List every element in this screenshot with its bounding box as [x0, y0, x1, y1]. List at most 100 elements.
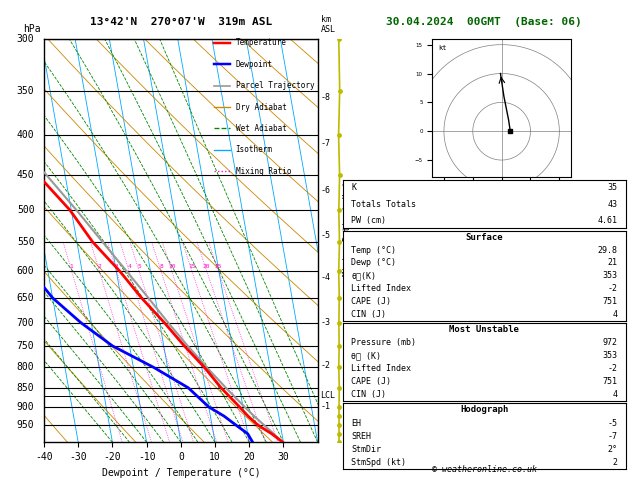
Point	[334, 412, 344, 420]
Point	[334, 342, 344, 350]
Text: 35: 35	[608, 183, 617, 192]
Text: hPa: hPa	[23, 24, 41, 34]
Text: 751: 751	[603, 297, 617, 306]
Text: 500: 500	[17, 205, 35, 215]
Text: StmSpd (kt): StmSpd (kt)	[351, 458, 406, 467]
Text: 4.61: 4.61	[598, 216, 617, 225]
Text: 25: 25	[214, 264, 222, 269]
Text: 4: 4	[613, 390, 617, 399]
Text: 750: 750	[17, 341, 35, 351]
Text: Dry Adiabat: Dry Adiabat	[235, 103, 286, 112]
Text: 850: 850	[17, 383, 35, 393]
Text: Pressure (mb): Pressure (mb)	[351, 338, 416, 347]
Text: Temp (°C): Temp (°C)	[351, 245, 396, 255]
Text: 600: 600	[17, 266, 35, 276]
Text: 4: 4	[613, 310, 617, 319]
Point	[334, 206, 344, 214]
Text: Lifted Index: Lifted Index	[351, 284, 411, 293]
Text: 13°42'N  270°07'W  319m ASL: 13°42'N 270°07'W 319m ASL	[90, 17, 272, 27]
Text: EH: EH	[351, 418, 361, 428]
Point	[334, 438, 344, 446]
Text: CIN (J): CIN (J)	[351, 390, 386, 399]
Point	[335, 238, 345, 246]
Text: -5: -5	[608, 418, 617, 428]
Text: -2: -2	[608, 284, 617, 293]
Text: 3: 3	[114, 264, 118, 269]
Text: 43: 43	[608, 200, 617, 208]
Text: 353: 353	[603, 351, 617, 360]
Text: kt: kt	[438, 45, 447, 52]
Text: Hodograph: Hodograph	[460, 405, 508, 415]
Point	[334, 294, 344, 302]
Text: 353: 353	[603, 271, 617, 280]
Text: PW (cm): PW (cm)	[351, 216, 386, 225]
Text: θᴇ (K): θᴇ (K)	[351, 351, 381, 360]
Text: Isotherm: Isotherm	[235, 145, 272, 155]
Text: -8: -8	[320, 93, 330, 102]
Text: Totals Totals: Totals Totals	[351, 200, 416, 208]
Text: 8: 8	[159, 264, 163, 269]
Point	[335, 87, 345, 94]
Point	[334, 364, 344, 371]
Text: -2: -2	[320, 361, 330, 370]
Text: CAPE (J): CAPE (J)	[351, 297, 391, 306]
Text: θᴇ(K): θᴇ(K)	[351, 271, 376, 280]
Text: Lifted Index: Lifted Index	[351, 364, 411, 373]
Text: 15: 15	[188, 264, 196, 269]
Text: 29.8: 29.8	[598, 245, 617, 255]
Point	[333, 267, 343, 275]
Text: 450: 450	[17, 170, 35, 180]
Text: -3: -3	[320, 318, 330, 327]
Text: LCL: LCL	[320, 391, 335, 400]
Text: 4: 4	[127, 264, 131, 269]
Text: -6: -6	[320, 186, 330, 195]
X-axis label: Dewpoint / Temperature (°C): Dewpoint / Temperature (°C)	[101, 468, 260, 478]
Text: StmDir: StmDir	[351, 445, 381, 454]
Text: -4: -4	[320, 273, 330, 282]
Text: 700: 700	[17, 318, 35, 328]
Text: Parcel Trajectory: Parcel Trajectory	[235, 81, 314, 90]
Point	[334, 384, 344, 392]
Text: 800: 800	[17, 363, 35, 372]
Text: 550: 550	[17, 237, 35, 247]
Point	[334, 430, 344, 438]
Text: 900: 900	[17, 402, 35, 412]
Point	[333, 131, 343, 139]
Text: Dewpoint: Dewpoint	[235, 60, 272, 69]
Text: K: K	[351, 183, 356, 192]
Text: 1: 1	[70, 264, 74, 269]
Text: 20: 20	[203, 264, 211, 269]
Text: CAPE (J): CAPE (J)	[351, 377, 391, 386]
Text: 2: 2	[97, 264, 101, 269]
Text: Dewp (°C): Dewp (°C)	[351, 259, 396, 267]
Text: Surface: Surface	[465, 233, 503, 242]
Text: -7: -7	[320, 139, 330, 148]
Text: 751: 751	[603, 377, 617, 386]
Text: 950: 950	[17, 420, 35, 430]
Point	[334, 403, 344, 411]
Text: Temperature: Temperature	[235, 38, 286, 48]
Point	[334, 35, 344, 43]
Text: 5: 5	[137, 264, 141, 269]
Text: 350: 350	[17, 86, 35, 96]
Text: CIN (J): CIN (J)	[351, 310, 386, 319]
Text: 972: 972	[603, 338, 617, 347]
Text: 2°: 2°	[608, 445, 617, 454]
Text: -7: -7	[608, 432, 617, 441]
Point	[334, 421, 344, 429]
Text: Most Unstable: Most Unstable	[449, 325, 520, 334]
Text: 21: 21	[608, 259, 617, 267]
Text: Mixing Ratio (g/kg): Mixing Ratio (g/kg)	[343, 181, 352, 276]
Point	[335, 171, 345, 179]
Text: 650: 650	[17, 293, 35, 303]
Text: 30.04.2024  00GMT  (Base: 06): 30.04.2024 00GMT (Base: 06)	[386, 17, 582, 27]
Text: Mixing Ratio: Mixing Ratio	[235, 167, 291, 175]
Point	[334, 319, 344, 327]
Text: -1: -1	[320, 402, 330, 411]
Text: -2: -2	[608, 364, 617, 373]
Text: © weatheronline.co.uk: © weatheronline.co.uk	[432, 465, 537, 474]
Text: 2: 2	[613, 458, 617, 467]
Text: Wet Adiabat: Wet Adiabat	[235, 124, 286, 133]
Text: km
ASL: km ASL	[321, 15, 336, 34]
Text: -5: -5	[320, 231, 330, 240]
